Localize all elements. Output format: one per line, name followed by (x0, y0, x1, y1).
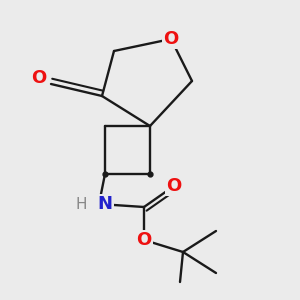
Text: H: H (76, 196, 87, 211)
Text: O: O (32, 69, 46, 87)
Text: O: O (167, 177, 182, 195)
Text: O: O (164, 30, 178, 48)
Text: O: O (136, 231, 152, 249)
Text: N: N (98, 195, 112, 213)
